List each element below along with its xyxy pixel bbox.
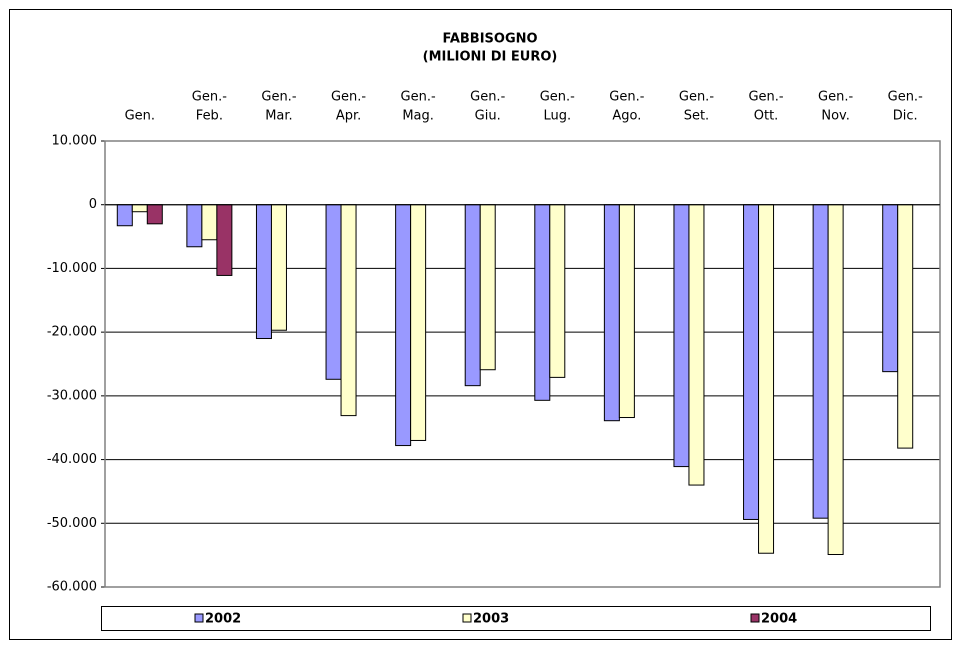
bar [216,204,233,276]
legend-swatch [462,613,472,623]
bar [270,204,287,331]
x-tick-label: Gen.- [401,90,436,105]
bar [603,204,620,422]
bar [882,204,899,373]
legend-box [101,606,931,631]
x-tick-label: Gen.- [331,90,366,105]
bar [340,204,357,417]
bar [673,204,690,468]
y-tick-label: -50.000 [47,516,97,531]
y-tick-label: 10.000 [52,134,98,149]
x-tick-label: Gen.- [261,90,296,105]
bar [758,204,775,554]
y-tick-label: -10.000 [47,261,97,276]
bar [255,204,272,340]
bar [201,204,218,241]
x-tick-label: Gen.- [609,90,644,105]
x-tick-label: Set. [684,109,709,124]
x-tick-label: Ott. [754,109,779,124]
bar [186,204,203,248]
x-tick-label: Gen. [125,109,155,124]
chart-title: FABBISOGNO [442,32,537,47]
x-tick-label: Gen.- [888,90,923,105]
x-tick-label: Apr. [336,109,361,124]
x-tick-label: Mar. [265,109,292,124]
bar [743,204,760,520]
x-tick-label: Nov. [821,109,850,124]
bar [395,204,412,447]
x-tick-label: Mag. [402,109,434,124]
legend-label: 2002 [205,612,241,627]
bar [534,204,551,401]
y-tick-label: 0 [89,197,97,212]
bar [618,204,635,419]
chart-subtitle: (MILIONI DI EURO) [423,50,558,65]
legend-label: 2003 [473,612,509,627]
x-tick-label: Gen.- [748,90,783,105]
bar [131,204,148,213]
bar [146,204,163,225]
legend-label: 2004 [761,612,797,627]
y-tick-label: -40.000 [47,452,97,467]
x-tick-label: Lug. [543,109,571,124]
x-tick-label: Gen.- [470,90,505,105]
y-tick-label: -60.000 [47,580,97,595]
x-tick-label: Gen.- [540,90,575,105]
bar [688,204,705,486]
bar [549,204,566,378]
x-tick-label: Gen.- [192,90,227,105]
y-tick-label: -20.000 [47,325,97,340]
legend-swatch [750,613,760,623]
plot-border [104,140,941,588]
x-tick-label: Ago. [612,109,641,124]
x-tick-label: Gen.- [818,90,853,105]
bar [827,204,844,556]
bar [897,204,914,449]
legend-swatch [194,613,204,623]
bar [812,204,829,519]
y-tick-label: -30.000 [47,388,97,403]
bar [116,204,133,227]
bar [410,204,427,441]
bar [464,204,481,387]
bar [325,204,342,380]
x-tick-label: Gen.- [679,90,714,105]
x-tick-label: Dic. [893,109,918,124]
bar [479,204,496,371]
x-tick-label: Giu. [475,109,501,124]
x-tick-label: Feb. [196,109,223,124]
